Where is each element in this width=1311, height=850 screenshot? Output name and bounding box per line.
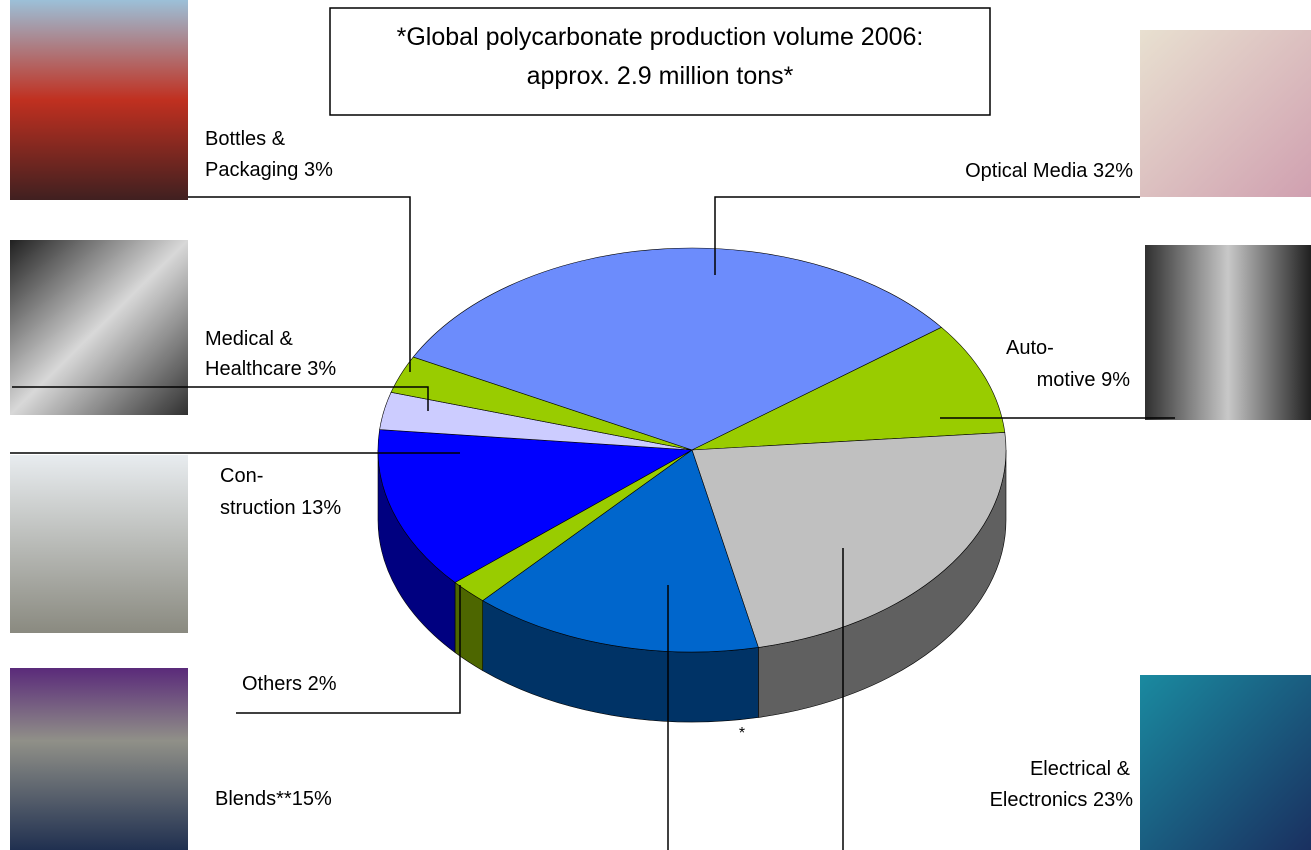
slice-label: struction 13%: [220, 497, 341, 519]
leader-line: [12, 386, 429, 411]
annotation: *: [739, 725, 745, 742]
chart-title: approx. 2.9 million tons*: [527, 62, 794, 90]
slice-label: Electrical &: [1030, 758, 1131, 780]
pie-slice: [390, 356, 693, 451]
pie: [377, 247, 1007, 723]
photo: [1140, 30, 1311, 197]
pie-slice: [482, 449, 759, 653]
photo: [10, 668, 188, 850]
labels: Optical Media 32% Auto-motive 9% Electrica…: [205, 128, 1133, 811]
slice-label: Optical Media 32%: [965, 160, 1133, 182]
leader-lines: [10, 196, 1175, 850]
photo: [10, 240, 188, 415]
leader-line: [188, 196, 411, 372]
pie-slice: [412, 247, 942, 451]
slice-label: Auto-: [1006, 337, 1054, 359]
slice-label: Bottles &: [205, 128, 286, 150]
pie-slice: [377, 429, 694, 583]
slice-label: Blends**15%: [215, 788, 332, 810]
slice-label: Electronics 23%: [990, 789, 1134, 811]
pie-slice: [691, 326, 1006, 451]
leader-line: [714, 196, 1140, 275]
photo: [1145, 245, 1311, 420]
photo: [10, 455, 188, 633]
slice-label: Medical &: [205, 328, 293, 350]
slice-label: Con-: [220, 465, 263, 487]
pie-slice: [691, 432, 1007, 648]
photos: [10, 0, 1311, 850]
leader-line: [236, 585, 461, 714]
slice-label: motive 9%: [1037, 369, 1131, 391]
photo: [1140, 675, 1311, 850]
title-box: [329, 7, 991, 116]
chart-title: *Global polycarbonate production volume …: [397, 23, 924, 51]
photo: [10, 0, 188, 200]
slice-label: Healthcare 3%: [205, 358, 336, 380]
slice-label: Others 2%: [242, 673, 337, 695]
slice-label: Packaging 3%: [205, 159, 333, 181]
